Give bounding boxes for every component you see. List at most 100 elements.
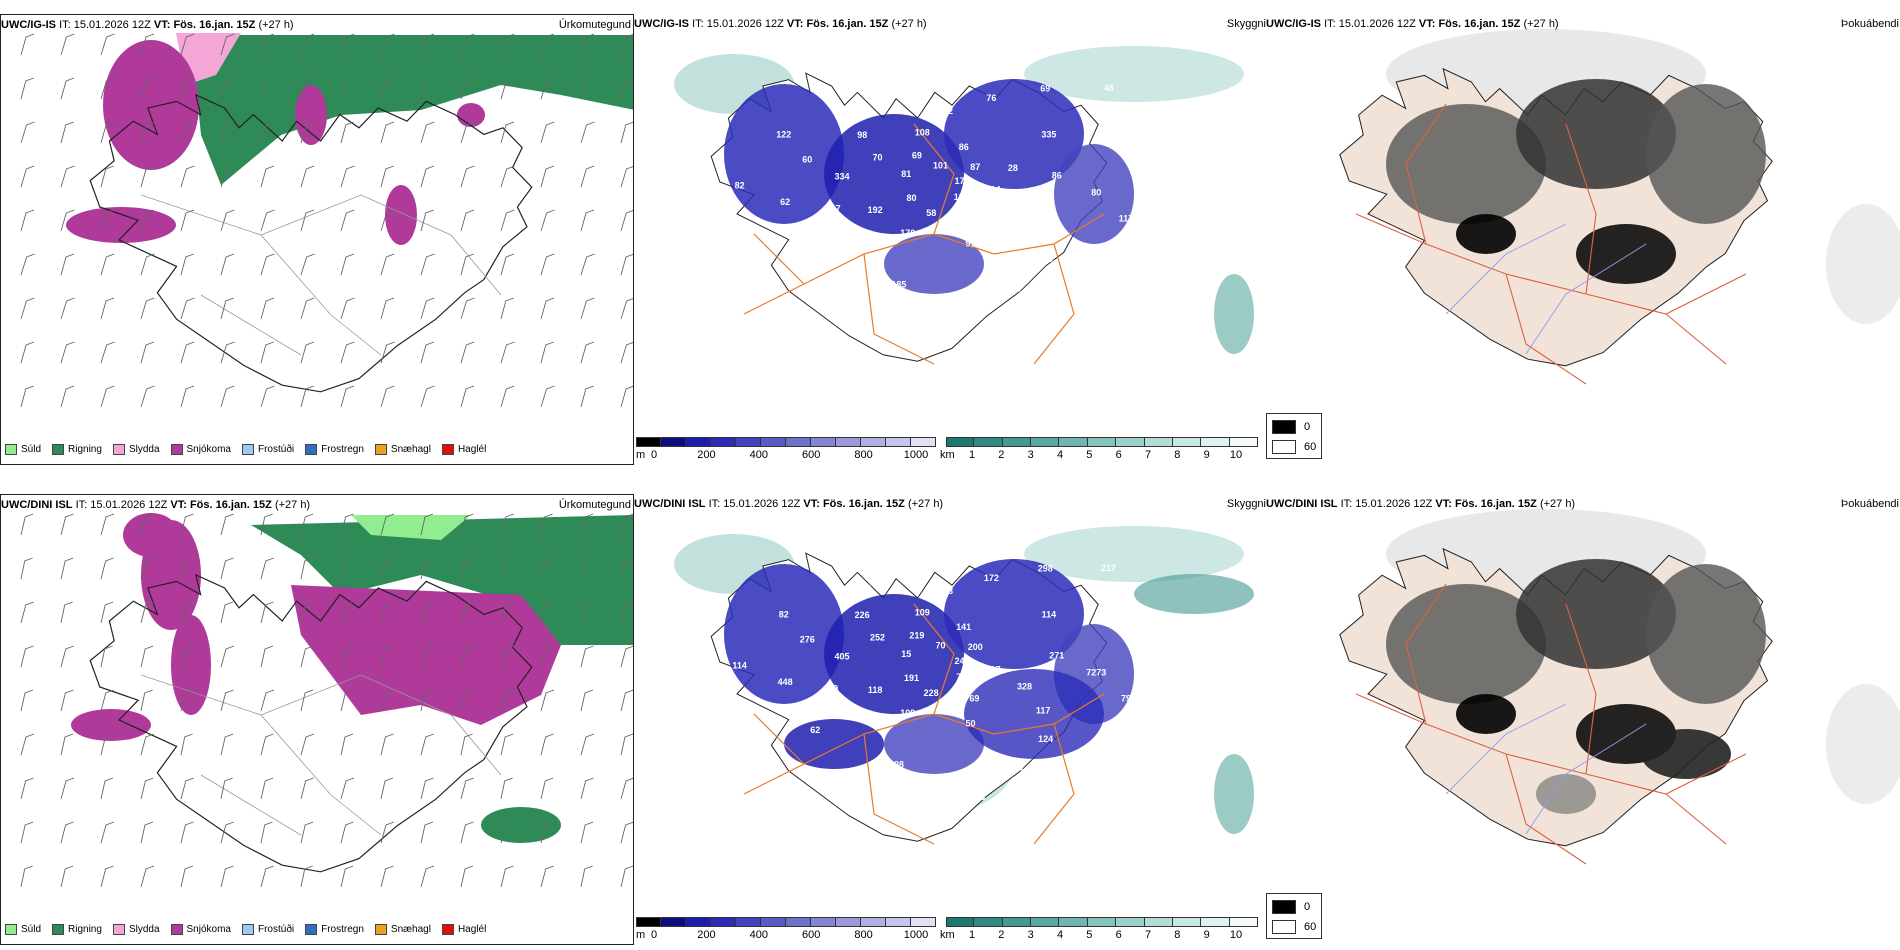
legend-swatch	[52, 923, 65, 935]
legend-swatch	[5, 923, 17, 935]
colorbar-segment	[946, 917, 975, 927]
precip-legend-item: Slydda	[112, 923, 160, 935]
cloud-base-value-label: 91	[965, 238, 975, 248]
cloud-base-ticks: m 0 200 400 600 800 1000	[634, 929, 944, 943]
colorbar-tick: 1	[968, 929, 976, 941]
colorbar-segment	[1059, 917, 1088, 927]
cloud-base-value-label: 78	[956, 672, 966, 682]
panel-title: Skyggni	[1226, 498, 1266, 510]
cloud-base-value-label: 48	[1104, 83, 1114, 93]
colorbar-tick: 3	[1027, 929, 1034, 941]
cloud-base-value-label: 217	[1101, 563, 1116, 573]
cloud-base-value-label: 448	[778, 677, 793, 687]
cloud-base-value-label: 86	[1052, 171, 1062, 181]
cloud-base-value-label: 351	[928, 535, 943, 545]
colorbar-tick: 6	[1115, 929, 1122, 941]
cloud-base-value-label: 108	[915, 128, 930, 138]
cloud-base-value-label: 143	[1147, 150, 1162, 160]
cloud-base-value-label: 104	[856, 584, 871, 594]
cloud-base-value-label: 104	[794, 64, 809, 74]
precip-legend-item: Snjókoma	[170, 923, 231, 935]
legend-swatch	[170, 923, 183, 935]
cloud-base-value-label: 69	[752, 722, 762, 732]
fog-key-swatch	[1272, 420, 1296, 434]
cloud-base-value-label: 59	[969, 214, 979, 224]
cloud-base-map-top: 1701921421998887170116117114869112214380…	[674, 46, 1254, 365]
fog-key-label: 0	[1304, 421, 1311, 433]
colorbar-segment	[711, 917, 736, 927]
legend-swatch	[112, 443, 125, 455]
cloud-base-value-label: 114	[1042, 609, 1057, 619]
colorbar-segment	[886, 917, 911, 927]
legend-label: Frostregn	[321, 923, 364, 935]
cloud-base-value-label: 117	[1036, 705, 1051, 715]
cloud-base-value-label: 170	[900, 228, 915, 238]
colorbar-tick: 9	[1203, 929, 1210, 941]
precip-type-map-bottom	[20, 513, 633, 888]
panel-header: UWC/IG-IS IT: 15.01.2026 12Z VT: Fös. 16…	[634, 18, 927, 30]
cloud-base-value-label: 172	[984, 573, 999, 583]
precip-legend-item: Rigning	[52, 923, 102, 935]
colorbar-segment	[811, 437, 836, 447]
colorbar-segment	[736, 437, 761, 447]
colorbar-segment	[1116, 917, 1145, 927]
cloud-base-value-label: 247	[1094, 615, 1109, 625]
cloud-base-value-label: 60	[802, 154, 812, 164]
precip-type-map-top	[20, 33, 633, 408]
precip-fields	[71, 513, 633, 843]
colorbar-segment	[1002, 437, 1032, 447]
colorbar-tick: 8	[1174, 449, 1181, 461]
cloud-base-value-label: 28	[1008, 163, 1018, 173]
legend-swatch	[241, 923, 254, 935]
cloud-base-colorbar	[636, 917, 936, 927]
colorbar-tick: 400	[749, 929, 768, 941]
cloud-base-value-label: 405	[834, 651, 849, 661]
cloud-base-value-label: 164	[1008, 764, 1023, 774]
colorbar-tick: 2	[998, 929, 1005, 941]
cloud-base-value-label: 75	[861, 238, 871, 248]
visibility-colorbar	[946, 437, 1258, 447]
colorbar-tick: 600	[802, 449, 821, 461]
cloud-base-map-bottom: 246 118 148 124 148 200 109 104 79 101 141 50 82 88 19…	[674, 526, 1254, 845]
legend-label: Frostúði	[257, 923, 295, 935]
panel-header: UWC/IG-IS IT: 15.01.2026 12Z VT: Fös. 16…	[1, 19, 294, 31]
legend-label: Rigning	[68, 923, 102, 935]
colorbar-tick: 800	[854, 449, 873, 461]
cloud-base-value-label: 200	[968, 642, 983, 652]
legend-swatch	[374, 443, 387, 455]
fog-key-row: 0	[1272, 420, 1310, 434]
colorbar-segment	[1229, 437, 1258, 447]
cloud-base-value-label: 109	[915, 608, 930, 618]
legend-label: Slydda	[128, 443, 160, 455]
cloud-base-value-label: 89	[828, 684, 838, 694]
legend-label: Slydda	[128, 923, 160, 935]
cloud-base-value-label: 86	[959, 142, 969, 152]
cloud-base-value-label: 80	[1091, 188, 1101, 198]
fog-key-label: 0	[1304, 901, 1311, 913]
legend-swatch	[441, 443, 454, 455]
colorbar-tick: 4	[1056, 449, 1064, 461]
cloud-base-value-label: 167	[826, 204, 841, 214]
colorbar-unit: m	[636, 929, 646, 941]
precip-legend-item: Súld	[5, 443, 41, 455]
fog-index-map-bottom	[1339, 509, 1900, 865]
legend-label: Frostregn	[321, 443, 364, 455]
panel-title: Skyggni	[1226, 18, 1266, 30]
legend-label: Súld	[21, 923, 42, 935]
cloud-base-value-label: 232	[835, 773, 850, 783]
legend-swatch	[5, 443, 17, 455]
cloud-base-value-label: 62	[780, 197, 790, 207]
precip-legend-item: Súld	[5, 923, 42, 935]
cloud-base-value-label: 117	[986, 665, 1001, 675]
colorbar-tick: 0	[650, 449, 658, 461]
panel-title: Þokuábendi	[1840, 18, 1899, 30]
cloud-base-value-label: 271	[1049, 651, 1064, 661]
colorbar-tick: 3	[1027, 449, 1034, 461]
cloud-base-value-label: 109	[900, 708, 915, 718]
panel-title: Úrkomutegund	[558, 19, 631, 31]
precip-legend-item: Frostúði	[241, 923, 295, 935]
precip-legend: Súld Rigning Slydda Snjókoma Frostúði Frostre…	[5, 440, 486, 458]
cloud-base-value-label: 122	[776, 129, 791, 139]
cloud-base-value-label: 185	[891, 279, 906, 289]
colorbar-segment	[861, 917, 886, 927]
